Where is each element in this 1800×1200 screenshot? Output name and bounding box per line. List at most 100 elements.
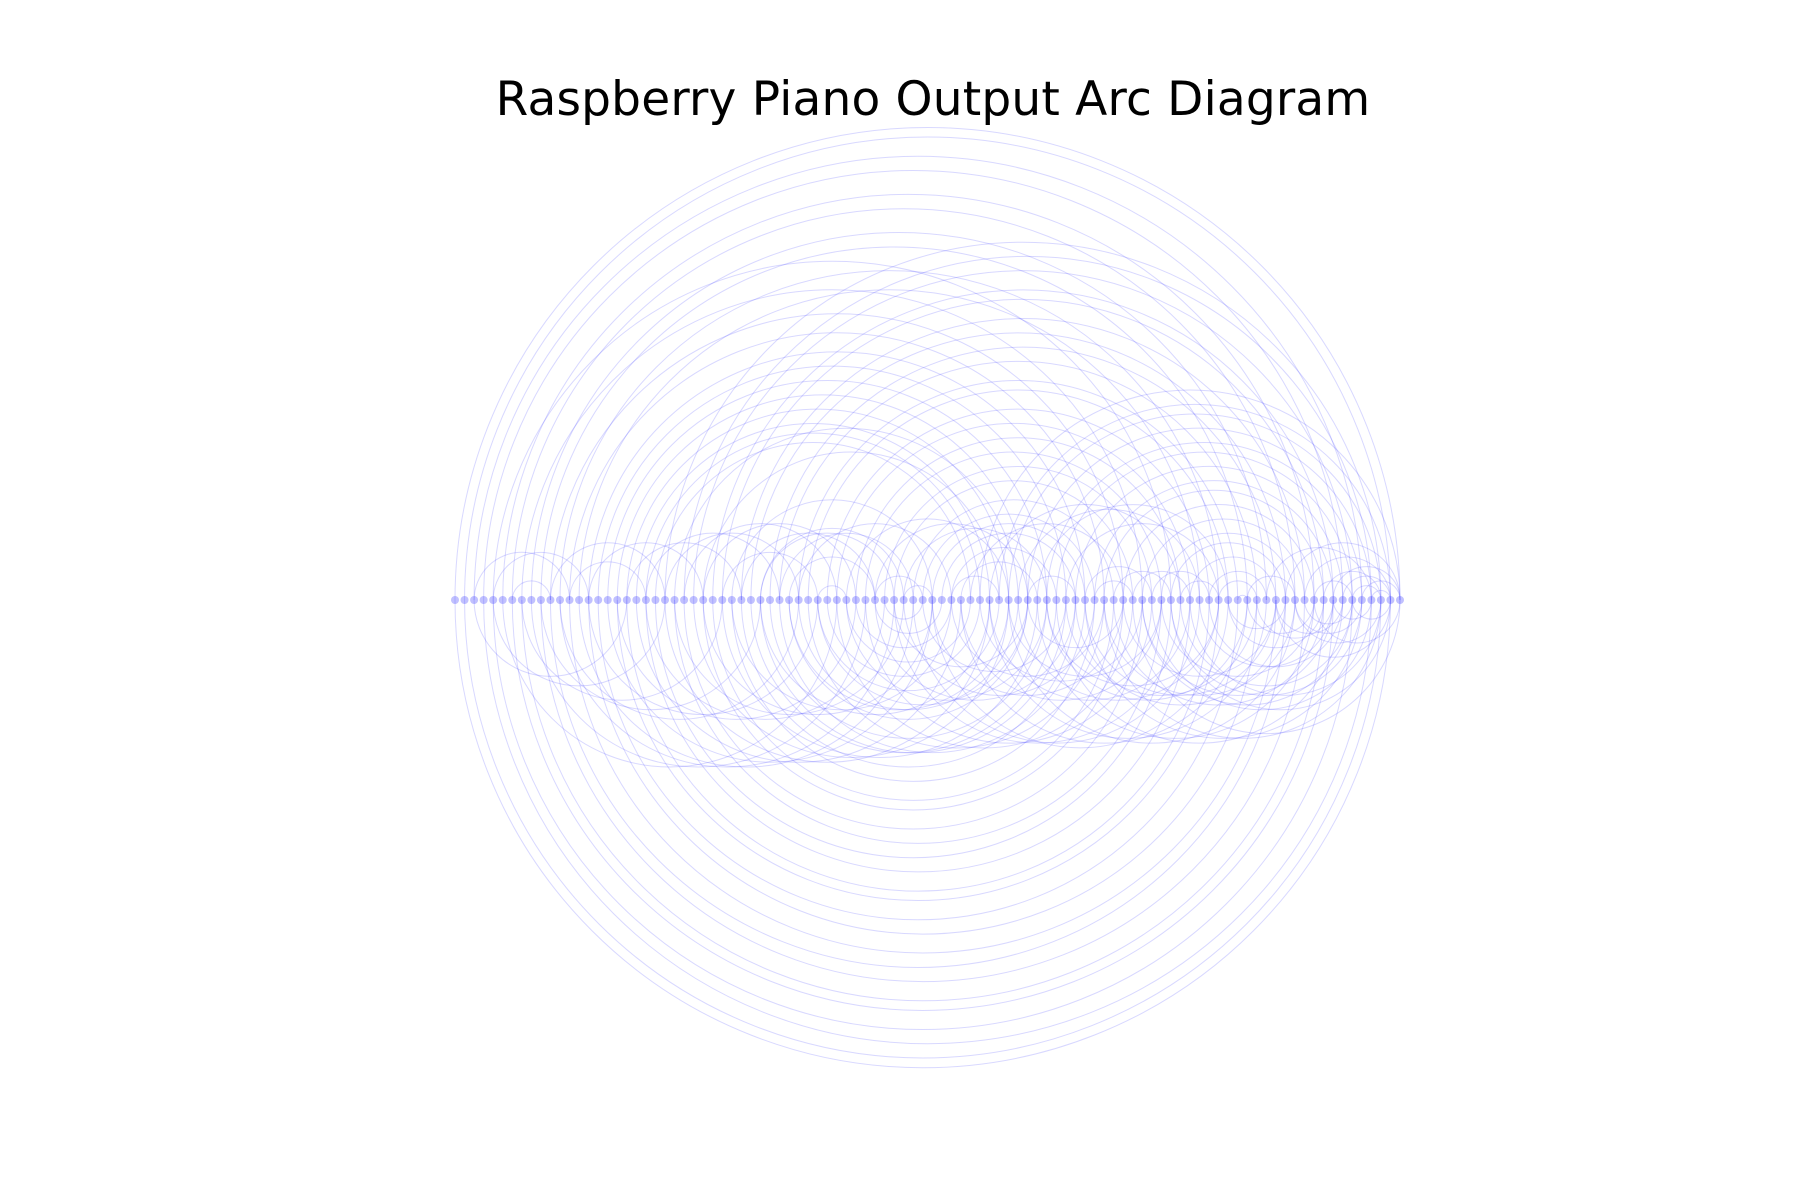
arc-lower xyxy=(693,599,1010,759)
arc-upper xyxy=(874,523,1029,601)
node-point xyxy=(651,596,660,604)
node-point xyxy=(956,596,965,604)
node-point xyxy=(1109,596,1118,604)
arc-lower xyxy=(1189,599,1382,696)
arc-lower xyxy=(702,599,933,715)
node-point xyxy=(1023,596,1032,604)
arc-upper xyxy=(1370,590,1391,601)
arc-lower xyxy=(922,599,1067,673)
arc-upper xyxy=(616,394,1029,601)
arc-upper xyxy=(588,542,704,601)
arc-lower xyxy=(654,599,1172,859)
arc-lower xyxy=(1046,599,1220,687)
node-point xyxy=(937,596,946,604)
arc-upper xyxy=(1237,594,1248,601)
arc-upper xyxy=(684,256,1371,600)
arc-lower xyxy=(826,599,981,677)
arc-upper xyxy=(1094,580,1134,601)
arc-lower xyxy=(836,599,1134,749)
node-point xyxy=(947,596,956,604)
arc-upper xyxy=(645,432,981,601)
arc-lower xyxy=(788,599,1010,711)
arc-lower xyxy=(540,599,761,711)
node-point xyxy=(1386,596,1395,604)
arc-upper xyxy=(759,532,895,601)
node-point xyxy=(670,596,679,604)
arc-upper xyxy=(1160,532,1296,601)
node-point xyxy=(832,596,841,604)
arc-lower xyxy=(473,599,628,677)
node-point xyxy=(1205,596,1214,604)
node-point xyxy=(1367,596,1376,604)
arc-upper xyxy=(922,513,1096,601)
node-point xyxy=(823,596,832,604)
arc-lower xyxy=(1313,599,1401,644)
node-point xyxy=(708,596,717,604)
node-point xyxy=(479,596,488,604)
node-point xyxy=(1224,596,1233,604)
node-point xyxy=(890,596,899,604)
node-point xyxy=(756,596,765,604)
node-point xyxy=(641,596,650,604)
arc-upper xyxy=(664,532,800,601)
arc-lower xyxy=(845,599,971,663)
arc-upper xyxy=(1284,542,1401,601)
arc-lower xyxy=(979,599,1143,682)
node-point xyxy=(1310,596,1319,604)
arc-lower xyxy=(1227,599,1325,649)
arc-upper xyxy=(759,528,905,601)
arc-upper xyxy=(683,523,838,601)
node-point xyxy=(1329,596,1338,604)
node-point xyxy=(746,596,755,604)
arc-upper xyxy=(1103,489,1325,601)
arc-upper xyxy=(1122,504,1315,601)
arc-lower xyxy=(731,599,1096,782)
arc-lower xyxy=(674,599,905,715)
arc-upper xyxy=(798,523,952,601)
arc-lower xyxy=(1017,599,1220,701)
arc-lower xyxy=(931,599,1124,696)
arc-upper xyxy=(1074,465,1344,601)
arc-upper xyxy=(721,551,819,601)
arc-upper xyxy=(1189,556,1277,601)
node-point xyxy=(556,596,564,604)
arc-lower xyxy=(502,599,838,768)
arc-upper xyxy=(1351,585,1382,601)
arc-upper xyxy=(1332,566,1401,601)
arc-upper xyxy=(1046,442,1363,601)
arc-upper xyxy=(1055,451,1353,601)
node-point xyxy=(1252,596,1261,604)
node-point xyxy=(1176,596,1185,604)
arc-upper xyxy=(626,408,1010,601)
arc-upper xyxy=(1265,547,1372,601)
arc-upper xyxy=(712,289,1334,601)
arc-upper xyxy=(702,451,1000,601)
node-point xyxy=(1319,596,1328,604)
arc-lower xyxy=(616,599,857,720)
arc-lower xyxy=(1055,599,1344,744)
node-point xyxy=(1338,596,1347,604)
node-point xyxy=(871,596,879,604)
node-point xyxy=(766,596,774,604)
node-point xyxy=(699,596,708,604)
arc-lower xyxy=(492,599,666,687)
arc-upper xyxy=(569,561,647,601)
arc-upper xyxy=(492,551,590,601)
node-point xyxy=(1281,596,1290,604)
node-point xyxy=(785,596,794,604)
node-point xyxy=(976,596,984,604)
arc-upper xyxy=(1008,413,1382,601)
node-point xyxy=(1033,596,1042,604)
arc-upper xyxy=(588,351,1086,601)
arc-lower xyxy=(1294,599,1382,644)
arc-upper xyxy=(884,465,1153,601)
arc-upper xyxy=(635,423,991,601)
arc-upper xyxy=(845,518,1010,601)
arc-upper xyxy=(473,155,1363,601)
node-point xyxy=(489,596,498,604)
node-point xyxy=(1128,596,1137,604)
arc-upper xyxy=(1065,523,1220,601)
arc-lower xyxy=(1208,599,1344,668)
arc-lower xyxy=(817,599,1000,692)
arc-lower xyxy=(645,599,886,720)
